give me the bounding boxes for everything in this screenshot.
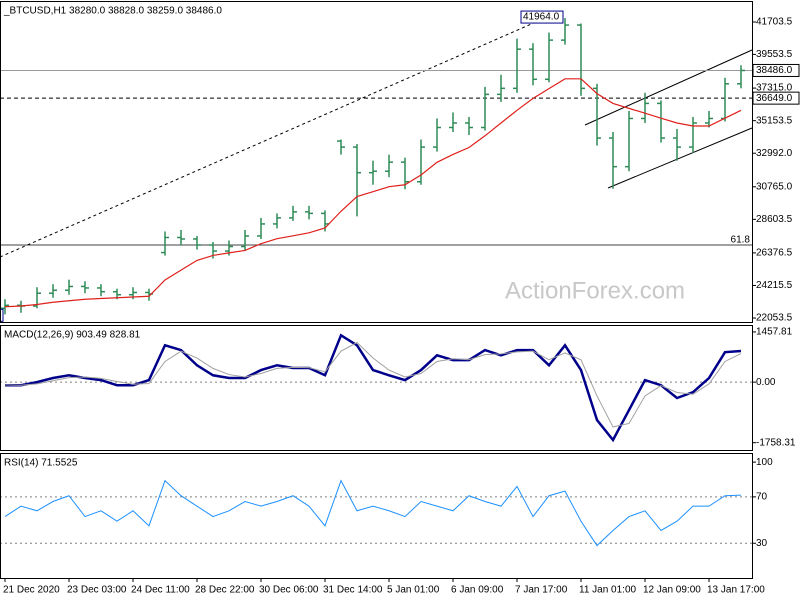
x-tick-label: 31 Dec 14:00 <box>323 585 383 596</box>
x-tick-label: 7 Jan 17:00 <box>515 585 568 596</box>
y-tick-label: 100 <box>756 457 773 468</box>
panel-title: _BTCUSD,H1 38280.0 38828.0 38259.0 38486… <box>3 6 222 17</box>
channel-lower <box>607 127 753 189</box>
y-tick-label: 30765.0 <box>756 181 793 192</box>
moving-average <box>4 78 742 308</box>
x-tick-label: 23 Dec 03:00 <box>67 585 127 596</box>
y-tick-label: 1457.81 <box>756 327 793 338</box>
panel-title: RSI(14) 71.5525 <box>4 458 78 469</box>
rsi-panel <box>0 453 753 579</box>
y-tick-label: 70 <box>756 492 768 503</box>
x-tick-label: 21 Dec 2020 <box>3 585 60 596</box>
annotation: 41964.0 <box>523 12 560 23</box>
y-tick-label: 26376.5 <box>756 248 793 259</box>
y-tick-label: 24215.5 <box>756 280 793 291</box>
y-tick-label: 22053.5 <box>756 313 793 324</box>
channel-upper <box>584 49 753 126</box>
y-tick-label: 39553.5 <box>756 49 793 60</box>
y-tick-label: 30 <box>756 538 768 549</box>
y-tick-label: 37315.0 <box>756 83 793 94</box>
plot-layer: _BTCUSD,H1 38280.0 38828.0 38259.0 38486… <box>0 6 800 596</box>
price-label: 36649.0 <box>756 93 793 104</box>
panel-title: MACD(12,26,9) 903.49 828.81 <box>4 330 141 341</box>
indicator-line <box>4 479 742 547</box>
x-tick-label: 6 Jan 09:00 <box>451 585 504 596</box>
y-tick-label: 41703.5 <box>756 17 793 28</box>
price-label: 38486.0 <box>756 65 793 76</box>
x-tick-label: 12 Jan 09:00 <box>643 585 701 596</box>
y-tick-label: 35153.5 <box>756 115 793 126</box>
fib-label: 61.8 <box>731 235 751 246</box>
annotation-box <box>0 308 4 322</box>
x-tick-label: 11 Jan 01:00 <box>579 585 637 596</box>
x-tick-label: 28 Dec 22:00 <box>195 585 255 596</box>
price-panel <box>0 1 753 323</box>
x-tick-label: 24 Dec 11:00 <box>131 585 190 596</box>
macd-panel <box>0 325 753 451</box>
indicator-line <box>5 333 742 443</box>
x-tick-label: 5 Jan 01:00 <box>387 585 440 596</box>
annotation-box <box>520 10 564 24</box>
y-tick-label: 0.00 <box>756 377 776 388</box>
y-tick-label: -1758.31 <box>756 437 796 448</box>
x-tick-label: 30 Dec 06:00 <box>259 585 319 596</box>
y-tick-label: 28603.5 <box>756 214 793 225</box>
indicator-line <box>4 341 742 428</box>
x-tick-label: 13 Jan 17:00 <box>707 585 765 596</box>
watermark: ActionForex.com <box>505 277 685 304</box>
y-tick-label: 32992.0 <box>756 148 793 159</box>
